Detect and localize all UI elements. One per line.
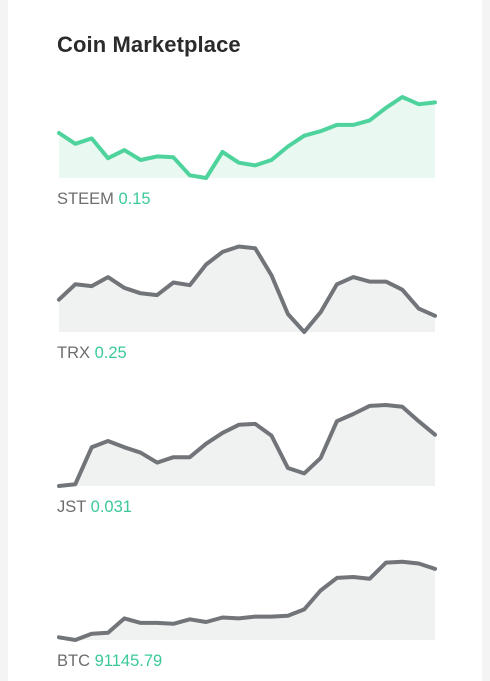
sparkline-area xyxy=(59,561,435,640)
trx-sparkline xyxy=(57,244,437,334)
sparkline-line xyxy=(57,95,437,180)
sparkline-line xyxy=(57,244,437,334)
coin-price: 0.25 xyxy=(94,344,127,362)
sparkline-area xyxy=(59,246,435,332)
jst-sparkline xyxy=(57,403,437,488)
sparkline-line xyxy=(57,403,437,488)
coin-price: 0.031 xyxy=(90,498,132,516)
sparkline-line xyxy=(57,559,437,642)
coin-symbol: TRX xyxy=(57,344,90,362)
coin-symbol: JST xyxy=(57,498,87,516)
coin-symbol: BTC xyxy=(57,652,90,670)
coin-label-btc[interactable]: BTC 91145.79 xyxy=(57,652,162,671)
coin-marketplace-card: Coin Marketplace STEEM 0.15 TRX 0.25 JST… xyxy=(8,0,482,681)
coin-label-trx[interactable]: TRX 0.25 xyxy=(57,344,127,363)
coin-label-steem[interactable]: STEEM 0.15 xyxy=(57,190,151,209)
widget-title: Coin Marketplace xyxy=(57,32,241,57)
steem-sparkline xyxy=(57,95,437,180)
coin-label-jst[interactable]: JST 0.031 xyxy=(57,498,132,517)
coin-symbol: STEEM xyxy=(57,190,114,208)
sparkline-area xyxy=(59,405,435,486)
btc-sparkline xyxy=(57,559,437,642)
coin-price: 0.15 xyxy=(118,190,151,208)
coin-price: 91145.79 xyxy=(94,652,163,670)
